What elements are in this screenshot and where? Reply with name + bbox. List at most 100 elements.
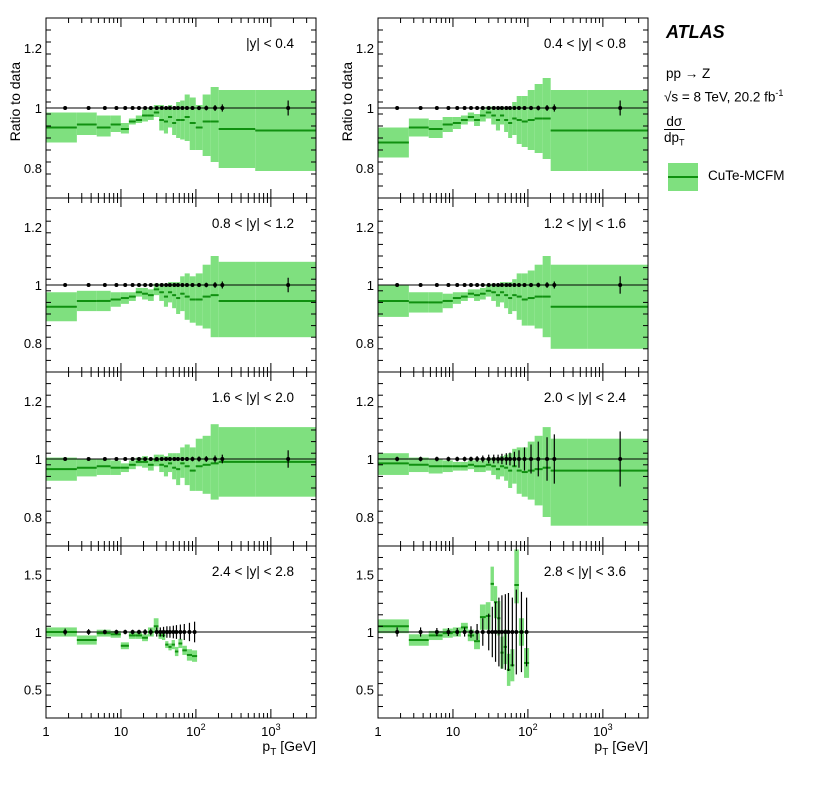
data-point <box>130 457 135 461</box>
band-bin <box>550 438 588 526</box>
band-bin <box>147 108 154 120</box>
y-tick-label: 1 <box>367 625 374 640</box>
data-point <box>197 457 202 461</box>
data-point <box>480 106 485 110</box>
data-point <box>499 630 504 634</box>
data-point <box>446 106 451 110</box>
data-point <box>455 630 460 634</box>
band-bin <box>172 453 177 480</box>
panel-3: 0.8 1 1.2 0.8 < |y| < 1.2 <box>24 197 317 373</box>
data-point <box>462 283 467 287</box>
data-point <box>123 630 128 634</box>
y-tick-label: 1.5 <box>24 568 42 583</box>
data-point <box>220 283 225 287</box>
data-point <box>187 630 192 634</box>
data-point <box>475 630 480 634</box>
data-point <box>114 106 119 110</box>
data-point <box>486 283 491 287</box>
data-point <box>504 457 509 461</box>
data-point <box>154 630 159 634</box>
data-point <box>102 630 107 634</box>
data-point <box>490 630 495 634</box>
data-point <box>395 106 400 110</box>
data-point <box>529 283 534 287</box>
data-point <box>536 283 541 287</box>
data-point <box>446 457 451 461</box>
band-bin <box>202 94 211 156</box>
data-point <box>123 457 128 461</box>
data-point <box>522 283 527 287</box>
data-point <box>213 457 218 461</box>
data-point <box>123 106 128 110</box>
data-point <box>180 457 185 461</box>
band-bin <box>195 438 203 491</box>
y-tick-label: 0.5 <box>24 682 42 697</box>
data-point <box>418 630 423 634</box>
band-bin <box>255 261 316 338</box>
y-tick-label: 0.5 <box>356 682 374 697</box>
data-point <box>552 106 557 110</box>
panel-2: 0.8 1 1.2 0.4 < |y| < 0.8 Ratio to data <box>339 17 649 199</box>
y-tick-label: 1 <box>367 101 374 116</box>
data-point <box>114 457 119 461</box>
data-point <box>499 106 504 110</box>
y-tick-label: 0.8 <box>24 161 42 176</box>
data-point <box>496 283 501 287</box>
data-point <box>507 457 512 461</box>
panel-title: 1.6 < |y| < 2.0 <box>212 390 294 405</box>
data-point <box>480 283 485 287</box>
data-point <box>468 106 473 110</box>
y-tick-label: 1.2 <box>356 220 374 235</box>
data-point <box>178 630 183 634</box>
panel-frame <box>45 545 317 719</box>
data-point <box>184 457 189 461</box>
panel-title: 1.2 < |y| < 1.6 <box>544 216 626 231</box>
data-point <box>462 106 467 110</box>
data-point <box>536 106 541 110</box>
panel-title: 2.8 < |y| < 3.6 <box>544 564 626 579</box>
band-bin <box>153 105 160 117</box>
data-point <box>167 457 172 461</box>
panel-5: 0.8 1 1.2 1.6 < |y| < 2.0 <box>24 371 317 547</box>
data-point <box>618 106 623 110</box>
data-point <box>159 106 164 110</box>
data-point <box>213 283 218 287</box>
panel-title: 2.4 < |y| < 2.8 <box>212 564 294 579</box>
data-point <box>499 457 504 461</box>
data-point <box>455 106 460 110</box>
data-point <box>86 283 91 287</box>
data-point <box>102 106 107 110</box>
data-point <box>524 630 529 634</box>
data-point <box>434 457 439 461</box>
y-tick-label: 1.2 <box>24 394 42 409</box>
x-tick-label: 102 <box>186 722 205 739</box>
data-point <box>220 457 225 461</box>
data-point <box>154 283 159 287</box>
data-point <box>114 630 119 634</box>
data-point <box>123 283 128 287</box>
data-point <box>164 283 169 287</box>
data-point <box>136 106 141 110</box>
data-point <box>395 630 400 634</box>
data-point <box>545 283 550 287</box>
data-point <box>529 457 534 461</box>
data-point <box>486 457 491 461</box>
data-point <box>475 106 480 110</box>
data-point <box>545 457 550 461</box>
data-point <box>167 106 172 110</box>
data-point <box>190 283 195 287</box>
y-tick-label: 1.2 <box>24 41 42 56</box>
x-tick-label: 103 <box>593 722 612 739</box>
data-point <box>493 630 498 634</box>
data-point <box>213 106 218 110</box>
data-point <box>164 630 169 634</box>
data-point <box>63 283 68 287</box>
data-point <box>197 283 202 287</box>
data-point <box>618 457 623 461</box>
data-point <box>455 457 460 461</box>
data-point <box>172 106 177 110</box>
data-point <box>618 283 623 287</box>
data-point <box>504 283 509 287</box>
data-point <box>102 283 107 287</box>
data-point <box>143 283 148 287</box>
